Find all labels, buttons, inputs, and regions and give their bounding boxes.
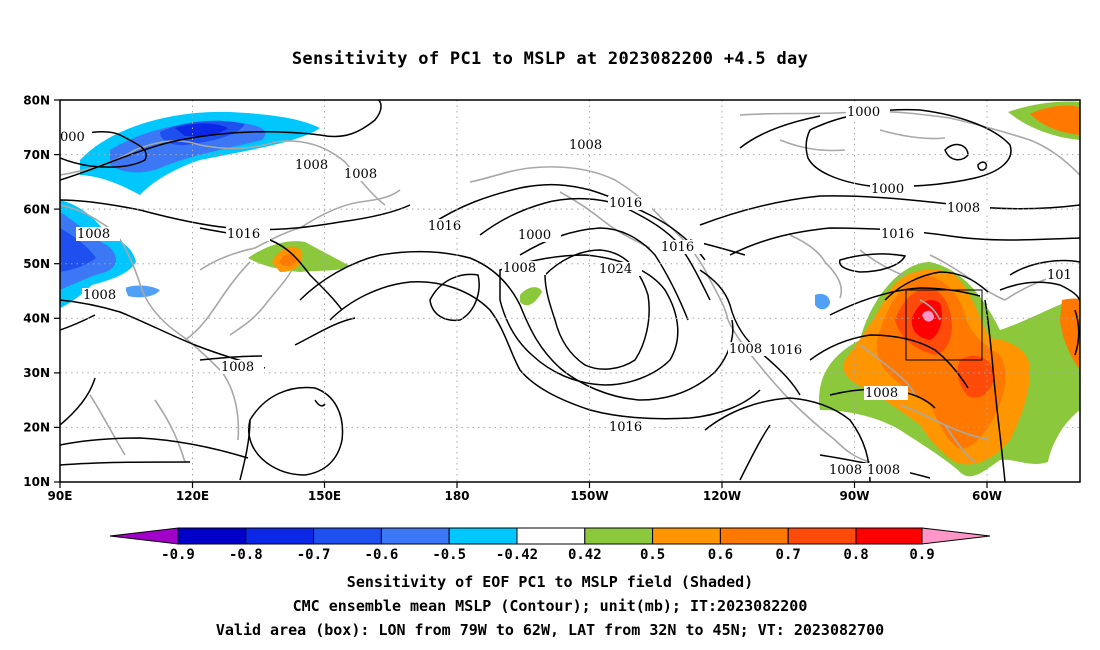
valid-area-box [905,289,983,361]
lon-label: 120E [176,489,209,503]
negative-sensitivity-shading [60,111,830,310]
contour-label: 1016 [609,196,642,211]
lon-label: 180 [444,489,469,503]
lon-label: 120W [703,489,741,503]
contour-label: 101 [1047,268,1072,283]
colorbar [109,527,991,545]
lon-label: 60W [972,489,1002,503]
colorbar-label: -0.5 [432,547,466,563]
colorbar-swatch [719,527,789,545]
contour-label: 1000 [518,228,551,243]
colorbar-swatch [380,527,450,545]
map-title: Sensitivity of PC1 to MSLP at 2023082200… [291,49,809,69]
contour-label: 1000 [871,182,904,197]
colorbar-label: -0.6 [365,547,399,563]
lat-label: 70N [23,148,50,162]
contour-label: 1008 [77,227,110,242]
contour-label: 1008 [221,360,254,375]
contour-label: 1008 [295,158,328,173]
footer-contour-description: CMC ensemble mean MSLP (Contour); unit(m… [292,597,808,615]
lat-label: 50N [23,257,50,271]
lon-label: 150E [308,489,341,503]
lat-label: 20N [23,421,50,435]
colorbar-label: -0.8 [229,547,263,563]
contour-label: 1016 [881,227,914,242]
colorbar-swatch [245,527,315,545]
coastlines [60,110,1080,463]
contour-label: 1016 [609,420,642,435]
colorbar-label: 0.5 [640,547,665,563]
plot-frame [59,99,1081,483]
contour-label: 1008 [569,138,602,153]
positive-sensitivity-shading [248,101,1080,477]
colorbar-label: 0.9 [909,547,934,563]
contour-label: 1008 [344,167,377,182]
colorbar-label: 0.6 [708,547,733,563]
contour-label: 1008 [865,386,898,401]
contour-label: 1024 [599,262,632,277]
colorbar-swatch [516,527,586,545]
lat-label: 60N [23,203,50,217]
footer-shading-description: Sensitivity of EOF PC1 to MSLP field (Sh… [346,573,754,591]
lat-label: 10N [23,475,50,489]
colorbar-labels: -0.9 -0.8 -0.7 -0.6 -0.5 -0.42 0.42 0.5 … [161,547,935,563]
contour-label: 1008 [947,201,980,216]
colorbar-swatch [855,527,923,545]
colorbar-swatch [448,527,518,545]
colorbar-low-triangle [109,527,179,545]
colorbar-label: -0.42 [496,547,538,563]
tick-marks [54,99,988,488]
contour-label: 000 [60,130,85,145]
longitude-labels: 90E 120E 150E 180 150W 120W 90W 60W [48,489,1002,503]
lon-label: 150W [570,489,608,503]
contour-label: 1000 [847,105,880,120]
colorbar-swatch [313,527,382,545]
plot-area: 000 1008 1008 1016 1008 1008 1016 1008 1… [60,100,1080,482]
colorbar-swatch [652,527,721,545]
contour-label: 1008 [83,288,116,303]
colorbar-label: 0.7 [776,547,801,563]
contour-label: 1016 [769,343,802,358]
lat-label: 80N [23,94,50,108]
footer-valid-area: Valid area (box): LON from 79W to 62W, L… [215,621,885,639]
contour-labels: 000 1008 1008 1016 1008 1008 1016 1008 1… [60,105,1080,478]
colorbar-swatch [584,527,654,545]
contour-label: 1008 [503,261,536,276]
lon-label: 90W [840,489,870,503]
contour-label: 1008 [829,463,862,478]
colorbar-swatch [787,527,857,545]
contour-label: 1016 [428,219,461,234]
lon-label: 90E [48,489,73,503]
contour-label: 1016 [661,240,694,255]
lat-label: 40N [23,312,50,326]
colorbar-high-triangle [921,527,991,545]
contour-label: 1008 [867,463,900,478]
colorbar-swatch [177,527,247,545]
latitude-labels: 80N 70N 60N 50N 40N 30N 20N 10N [23,94,50,490]
colorbar-label: -0.7 [297,547,331,563]
contour-label: 1008 [729,342,762,357]
colorbar-label: -0.9 [161,547,195,563]
colorbar-label: 0.42 [568,547,602,563]
lat-label: 30N [23,366,50,380]
contour-label: 1016 [227,227,260,242]
colorbar-label: 0.8 [843,547,868,563]
